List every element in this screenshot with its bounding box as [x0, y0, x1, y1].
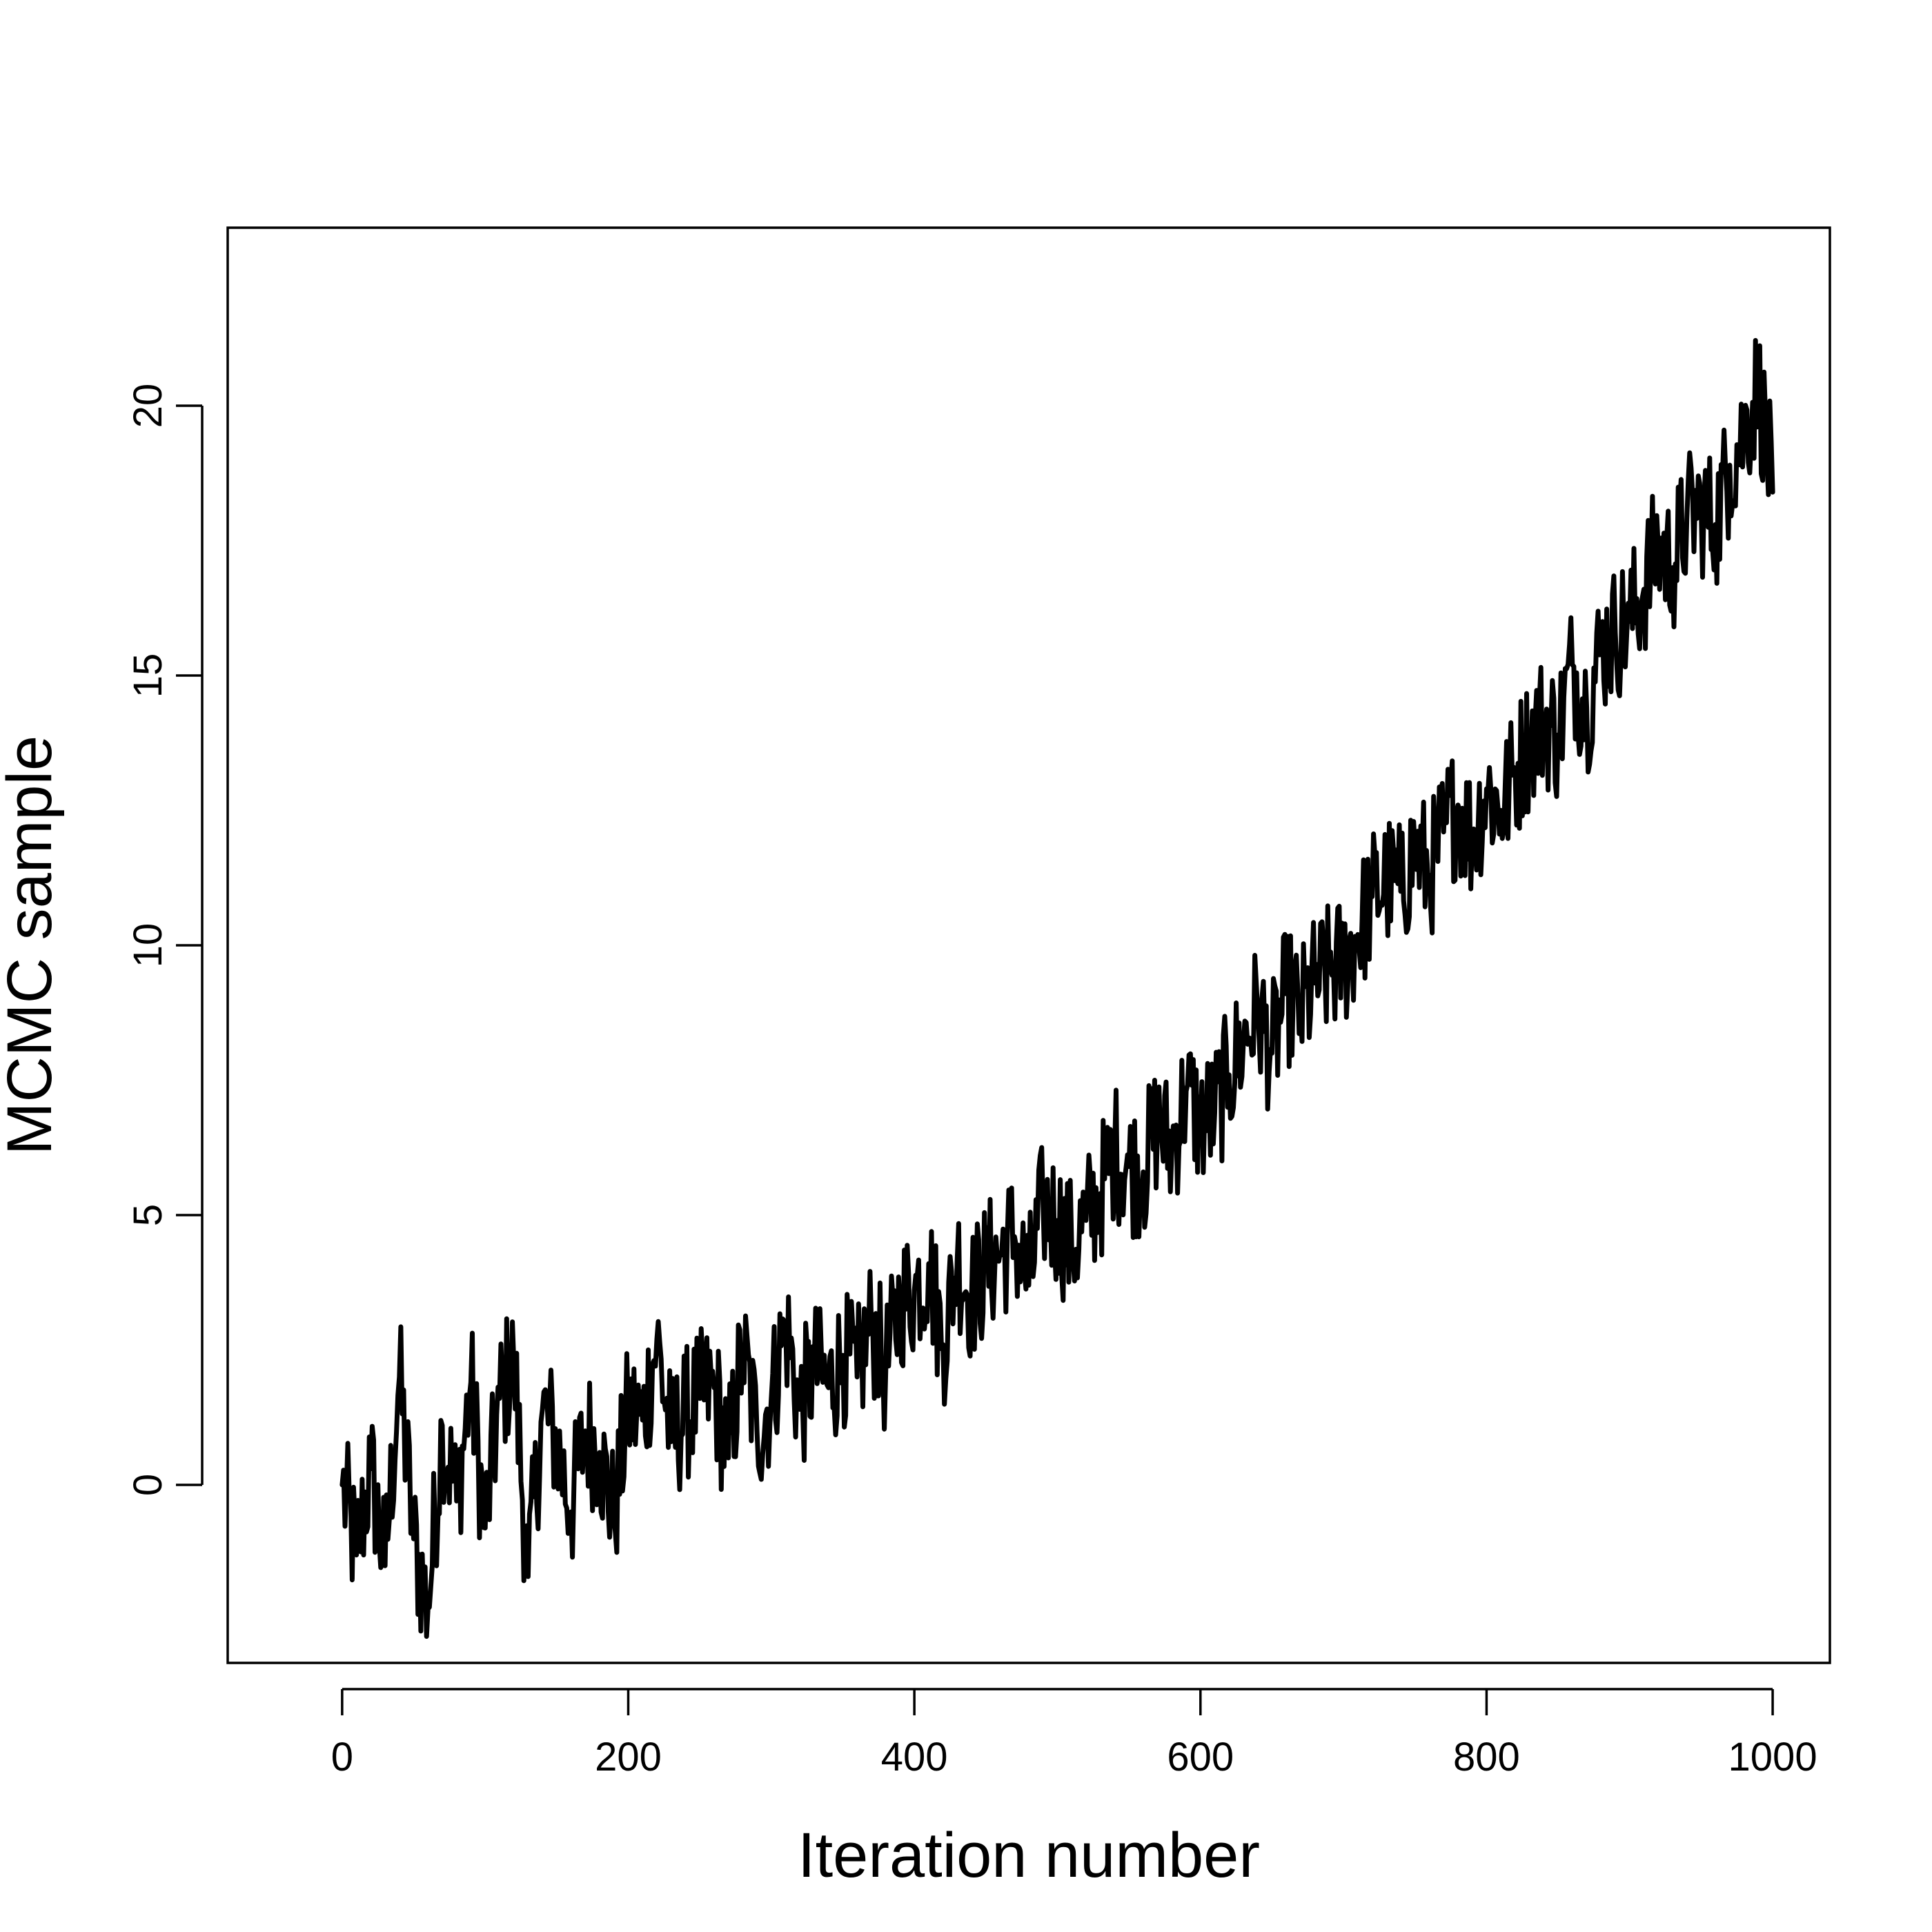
trace-line: [339, 337, 1775, 1639]
x-tick-label: 800: [1453, 1735, 1520, 1780]
y-axis-title: MCMC sample: [0, 736, 65, 1155]
y-tick-label: 5: [126, 1204, 170, 1226]
y-tick-label: 10: [126, 923, 170, 968]
x-tick-label: 1000: [1728, 1735, 1817, 1780]
x-tick-label: 400: [881, 1735, 948, 1780]
y-tick-label: 0: [126, 1474, 170, 1496]
x-axis-title: Iteration number: [798, 1820, 1260, 1891]
y-axis: 0 5 10 15 20: [126, 384, 204, 1496]
x-tick-label: 0: [331, 1735, 353, 1780]
x-tick-label: 200: [595, 1735, 662, 1780]
x-tick-label: 600: [1167, 1735, 1234, 1780]
plot-frame: [226, 226, 1831, 1664]
x-axis: 0 200 400 600 800 1000: [331, 1688, 1817, 1780]
y-tick-label: 20: [126, 384, 170, 428]
y-tick-label: 15: [126, 653, 170, 698]
